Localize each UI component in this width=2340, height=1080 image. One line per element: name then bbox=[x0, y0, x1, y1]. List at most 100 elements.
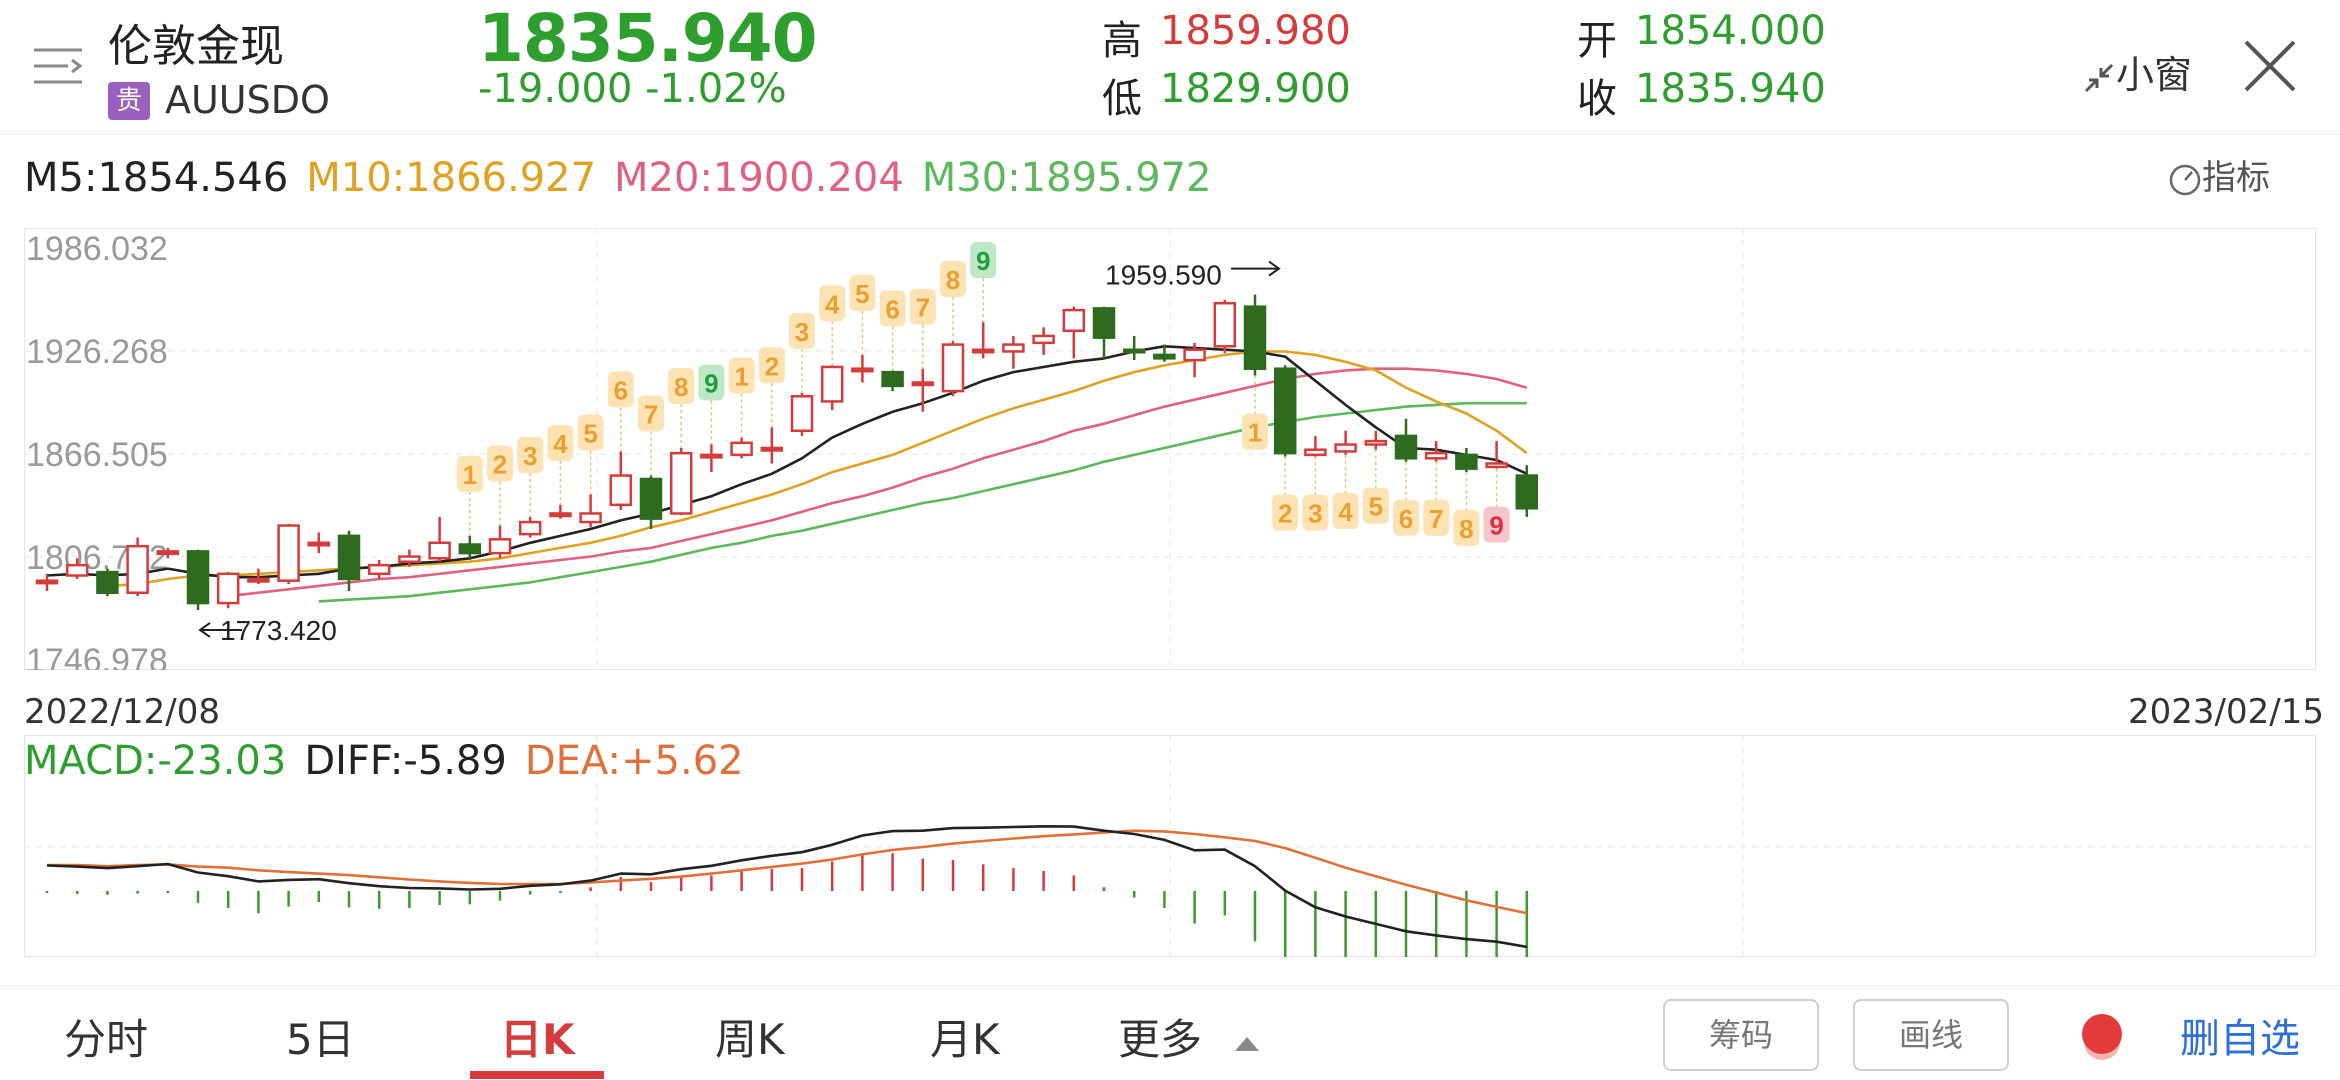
count-badge bbox=[879, 290, 906, 327]
count-badge bbox=[1242, 413, 1268, 450]
count-number: 3 bbox=[1308, 499, 1322, 529]
candle-up bbox=[1213, 301, 1237, 348]
ma10-line bbox=[107, 350, 1528, 588]
count-number: 1 bbox=[1248, 418, 1262, 448]
count-number: 9 bbox=[976, 246, 990, 276]
candle-up bbox=[669, 451, 693, 515]
candle-up bbox=[1424, 451, 1448, 460]
max-arrow-head bbox=[1268, 260, 1281, 277]
count-number: 4 bbox=[825, 289, 840, 319]
indicator-button[interactable]: 指标 bbox=[2168, 150, 2270, 199]
last-price: 1835.940 bbox=[478, 0, 818, 77]
open-label: 开 bbox=[1577, 18, 1617, 64]
candle-up bbox=[790, 395, 814, 432]
y-tick-label: 1866.505 bbox=[26, 436, 168, 474]
candle-up bbox=[1002, 343, 1025, 353]
count-badge bbox=[1362, 487, 1389, 524]
tab-month-k[interactable]: 月K bbox=[930, 1015, 1000, 1064]
tab-five-day[interactable]: 5日 bbox=[286, 1015, 355, 1064]
low-label: 低 bbox=[1102, 76, 1142, 122]
candle-up bbox=[760, 446, 784, 452]
candle-up bbox=[820, 365, 844, 403]
ma20-value: M20:1900.204 bbox=[614, 155, 904, 201]
menu-icon[interactable] bbox=[32, 42, 84, 90]
count-badge bbox=[789, 312, 815, 349]
draw-line-button[interactable]: 画线 bbox=[1853, 999, 2009, 1071]
candle-up bbox=[700, 453, 723, 459]
count-number: 7 bbox=[1429, 504, 1443, 534]
ma5-value: M5:1854.546 bbox=[24, 155, 289, 201]
min-arrow-head bbox=[198, 622, 211, 638]
count-number: 6 bbox=[614, 375, 628, 405]
low-value: 1829.900 bbox=[1160, 66, 1351, 112]
category-badge: 贵 bbox=[108, 82, 150, 120]
small-window-label: 小窗 bbox=[2116, 53, 2193, 97]
candle-up bbox=[156, 550, 180, 556]
chips-button[interactable]: 筹码 bbox=[1663, 999, 1819, 1071]
macd-legend: MACD:-23.03 DIFF:-5.89 DEA:+5.62 bbox=[24, 738, 762, 784]
count-badge bbox=[849, 274, 876, 311]
tab-week-k[interactable]: 周K bbox=[715, 1015, 785, 1064]
candle-up bbox=[941, 343, 965, 393]
candle-up bbox=[307, 541, 331, 547]
candle-down bbox=[1153, 353, 1176, 360]
candle-down bbox=[1243, 305, 1267, 370]
count-number: 3 bbox=[795, 317, 809, 347]
tab-day-k[interactable]: 日K bbox=[500, 1015, 575, 1064]
candle-up bbox=[277, 524, 300, 582]
count-badge bbox=[607, 371, 634, 408]
count-badge bbox=[1272, 494, 1299, 531]
count-badge bbox=[819, 285, 846, 322]
macd-chart[interactable] bbox=[24, 735, 2316, 957]
candle-down bbox=[1515, 474, 1539, 510]
count-badge bbox=[758, 347, 785, 384]
count-badge bbox=[970, 242, 997, 279]
price-change: -19.000 -1.02% bbox=[478, 66, 787, 112]
tab-more[interactable]: 更多 bbox=[1118, 1006, 1261, 1067]
candle-up bbox=[126, 544, 149, 594]
candle-up bbox=[579, 512, 602, 524]
instrument-name: 伦敦金现 bbox=[108, 21, 284, 72]
small-window-button[interactable]: 小窗 bbox=[2082, 44, 2192, 99]
count-badge bbox=[638, 395, 664, 432]
candle-up bbox=[35, 579, 59, 585]
candlestick-chart[interactable]: 1986.0321926.2681866.5051806.7421746.978… bbox=[24, 228, 2316, 670]
y-tick-label: 1986.032 bbox=[26, 230, 168, 268]
count-badge bbox=[1393, 499, 1419, 536]
count-number: 5 bbox=[1369, 492, 1383, 522]
close-value: 1835.940 bbox=[1635, 66, 1826, 112]
count-badge bbox=[1423, 499, 1450, 536]
dea-value: DEA:+5.62 bbox=[524, 738, 744, 784]
count-number: 4 bbox=[1338, 497, 1353, 527]
macd-value: MACD:-23.03 bbox=[24, 738, 287, 784]
candle-up bbox=[1334, 443, 1357, 453]
count-number: 3 bbox=[523, 441, 537, 471]
diff-value: DIFF:-5.89 bbox=[304, 738, 507, 784]
candle-down bbox=[1394, 434, 1418, 460]
dea-line bbox=[47, 829, 1528, 915]
count-badge bbox=[668, 367, 695, 404]
count-badge bbox=[517, 436, 544, 473]
y-tick-label: 1746.978 bbox=[26, 642, 168, 670]
moving-average-legend: M5:1854.546 M10:1866.927 M20:1900.204 M30:1… bbox=[24, 155, 1230, 201]
candle-up bbox=[1032, 334, 1055, 345]
tab-intraday[interactable]: 分时 bbox=[64, 1015, 149, 1064]
open-value: 1854.000 bbox=[1635, 8, 1826, 54]
candle-down bbox=[639, 477, 663, 520]
record-dot-icon[interactable] bbox=[2082, 1014, 2122, 1054]
candle-up bbox=[1485, 462, 1508, 469]
tab-more-label: 更多 bbox=[1118, 1015, 1203, 1064]
count-badge bbox=[1302, 494, 1329, 531]
candle-down bbox=[458, 543, 482, 555]
candle-down bbox=[1273, 367, 1297, 455]
candle-up bbox=[1364, 439, 1388, 446]
remove-watchlist-button[interactable]: 删自选 bbox=[2180, 1016, 2300, 1062]
count-number: 1 bbox=[463, 460, 477, 490]
count-number: 5 bbox=[583, 419, 597, 449]
close-icon[interactable] bbox=[2240, 36, 2300, 96]
ma30-value: M30:1895.972 bbox=[921, 155, 1212, 201]
gauge-icon bbox=[2169, 164, 2201, 195]
y-tick-label: 1926.268 bbox=[26, 333, 168, 371]
count-number: 4 bbox=[553, 429, 568, 459]
high-label: 高 bbox=[1102, 18, 1142, 64]
